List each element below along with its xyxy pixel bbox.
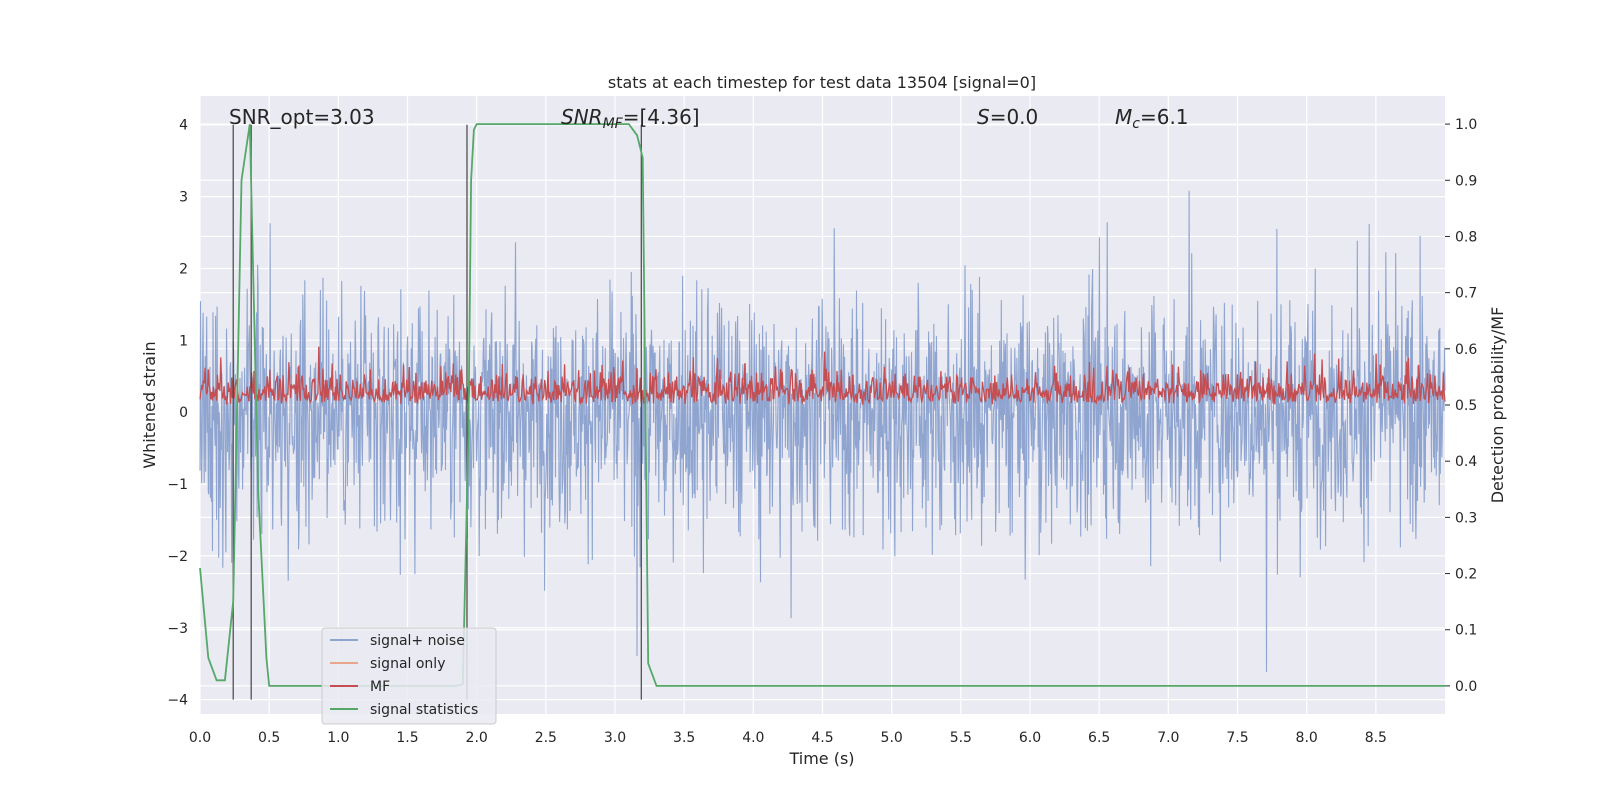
- y-tick-label: 2: [179, 261, 188, 277]
- y2-tick-label: 0.0: [1455, 679, 1477, 695]
- x-tick-label: 3.0: [604, 730, 626, 746]
- y-tick-label: 4: [179, 118, 188, 134]
- signal-noise-line: [199, 190, 1446, 672]
- annotation-snr-mf-sub: MF: [603, 116, 624, 132]
- annotation-snr-mf-main: SNR: [561, 105, 603, 129]
- signal-statistics-line: [199, 123, 1445, 687]
- x-tick-label: 6.0: [1019, 730, 1041, 746]
- legend-label-mf: MF: [370, 679, 390, 695]
- x-tick-label: 7.0: [1157, 730, 1179, 746]
- y2-tick-label: 0.6: [1455, 342, 1477, 358]
- legend: signal+ noise signal only MF signal stat…: [321, 627, 497, 725]
- legend-label-signal-statistics: signal statistics: [370, 702, 478, 718]
- series-signal-noise: [199, 190, 1446, 672]
- mf-line: [199, 346, 1446, 406]
- x-tick-label: 6.5: [1088, 730, 1110, 746]
- x-tick-labels: 0.0 0.5 1.0 1.5 2.0 2.5 3.0 3.5 4.0 4.5 5.0 5.5 6.0 6…: [189, 730, 1387, 746]
- x-tick-label: 2.0: [466, 730, 488, 746]
- x-tick-label: 4.0: [742, 730, 764, 746]
- y2-tick-label: 0.3: [1455, 510, 1477, 526]
- series-mf: [199, 346, 1446, 406]
- y2-tick-label: 0.8: [1455, 229, 1477, 245]
- x-tick-label: 1.0: [327, 730, 349, 746]
- y2-axis-label: Detection probability/MF: [1488, 307, 1507, 504]
- annotation-s-value: =0.0: [990, 105, 1039, 129]
- annotation-snr-mf-value: =[4.36]: [623, 105, 700, 129]
- y2-tick-label: 0.9: [1455, 173, 1477, 189]
- x-tick-label: 5.0: [881, 730, 903, 746]
- x-tick-label: 3.5: [673, 730, 695, 746]
- annotation-mc-main: M: [1115, 105, 1132, 129]
- y2-tick-labels: 1.0 0.9 0.8 0.7 0.6 0.5 0.4 0.3 0.2 0.1 0.0: [1445, 117, 1477, 695]
- annotation-s-main: S: [977, 105, 990, 129]
- y2-tick-label: 0.1: [1455, 623, 1477, 639]
- x-tick-label: 5.5: [950, 730, 972, 746]
- y-tick-labels: 4 3 2 1 0 −1 −2 −3 −4: [167, 118, 188, 709]
- legend-label-signal-noise: signal+ noise: [370, 633, 465, 649]
- x-tick-label: 0.0: [189, 730, 211, 746]
- grid: [199, 96, 1445, 714]
- x-tick-label: 8.5: [1365, 730, 1387, 746]
- annotation-mc-sub: c: [1132, 116, 1140, 132]
- y-tick-label: −3: [167, 621, 188, 637]
- y-tick-label: −1: [167, 477, 188, 493]
- y2-tick-label: 0.2: [1455, 567, 1477, 583]
- annotation-snr-opt: SNR_opt=3.03: [229, 105, 375, 129]
- y-axis-label: Whitened strain: [140, 341, 159, 468]
- annotation-snr-mf: SNRMF=[4.36]: [561, 105, 700, 132]
- x-tick-label: 0.5: [258, 730, 280, 746]
- vertical-markers: [232, 124, 642, 700]
- y-tick-label: 0: [179, 405, 188, 421]
- y-tick-label: 3: [179, 190, 188, 206]
- x-tick-label: 2.5: [535, 730, 557, 746]
- legend-box: [321, 627, 497, 725]
- legend-label-signal-only: signal only: [370, 656, 445, 672]
- series-signal-statistics: [199, 123, 1445, 687]
- annotation-mc-value: =6.1: [1140, 105, 1189, 129]
- x-tick-label: 4.5: [811, 730, 833, 746]
- y-tick-label: 1: [179, 333, 188, 349]
- chart-title: stats at each timestep for test data 135…: [608, 73, 1036, 92]
- y-tick-label: −2: [167, 549, 188, 565]
- x-tick-label: 7.5: [1226, 730, 1248, 746]
- y2-tick-label: 0.5: [1455, 398, 1477, 414]
- x-tick-label: 8.0: [1296, 730, 1318, 746]
- y-tick-label: −4: [167, 693, 188, 709]
- x-tick-label: 1.5: [396, 730, 418, 746]
- annotation-s: S=0.0: [977, 105, 1038, 129]
- y2-tick-label: 1.0: [1455, 117, 1477, 133]
- annotation-mc: Mc=6.1: [1115, 105, 1189, 132]
- x-axis-label: Time (s): [788, 749, 854, 768]
- y2-tick-label: 0.7: [1455, 286, 1477, 302]
- y2-tick-label: 0.4: [1455, 454, 1477, 470]
